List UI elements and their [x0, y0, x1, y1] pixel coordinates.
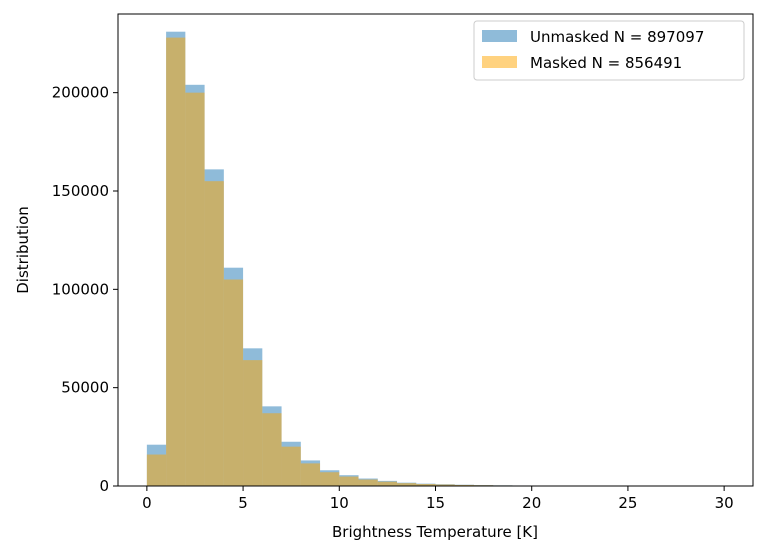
bars-layer	[147, 32, 724, 486]
x-axis-label: Brightness Temperature [K]	[332, 523, 538, 541]
y-tick-label: 50000	[61, 379, 109, 397]
x-tick-label: 30	[715, 494, 734, 512]
histogram-bar-masked	[185, 93, 204, 486]
y-tick-label: 200000	[52, 84, 109, 102]
histogram-bar-masked	[320, 472, 339, 486]
histogram-bar-masked	[282, 447, 301, 486]
histogram-bar-masked	[339, 477, 358, 486]
histogram-bar-masked	[359, 480, 378, 486]
y-tick-label: 150000	[52, 182, 109, 200]
legend-swatch	[482, 30, 517, 42]
y-tick-label: 100000	[52, 280, 109, 298]
x-tick-label: 25	[618, 494, 637, 512]
legend-swatch	[482, 56, 517, 68]
histogram-bar-masked	[147, 455, 166, 486]
histogram-bar-masked	[301, 463, 320, 486]
legend-label: Masked N = 856491	[530, 54, 682, 72]
histogram-bar-masked	[224, 280, 243, 487]
x-tick-label: 15	[426, 494, 445, 512]
x-tick-label: 0	[142, 494, 152, 512]
y-tick-label: 0	[99, 477, 109, 495]
histogram-bar-masked	[205, 181, 224, 486]
legend: Unmasked N = 897097 Masked N = 856491	[474, 21, 744, 80]
histogram-bar-masked	[166, 38, 185, 486]
y-axis-label: Distribution	[14, 206, 32, 294]
x-tick-label: 10	[330, 494, 349, 512]
histogram-bar-masked	[378, 482, 397, 486]
x-tick-label: 5	[238, 494, 248, 512]
histogram-bar-masked	[262, 413, 281, 486]
legend-label: Unmasked N = 897097	[530, 28, 704, 46]
x-tick-label: 20	[522, 494, 541, 512]
axes-layer: 0 5 10 15 20 25 30 0 50000 100000 150000 200000	[52, 14, 753, 512]
histogram-bar-masked	[243, 360, 262, 486]
